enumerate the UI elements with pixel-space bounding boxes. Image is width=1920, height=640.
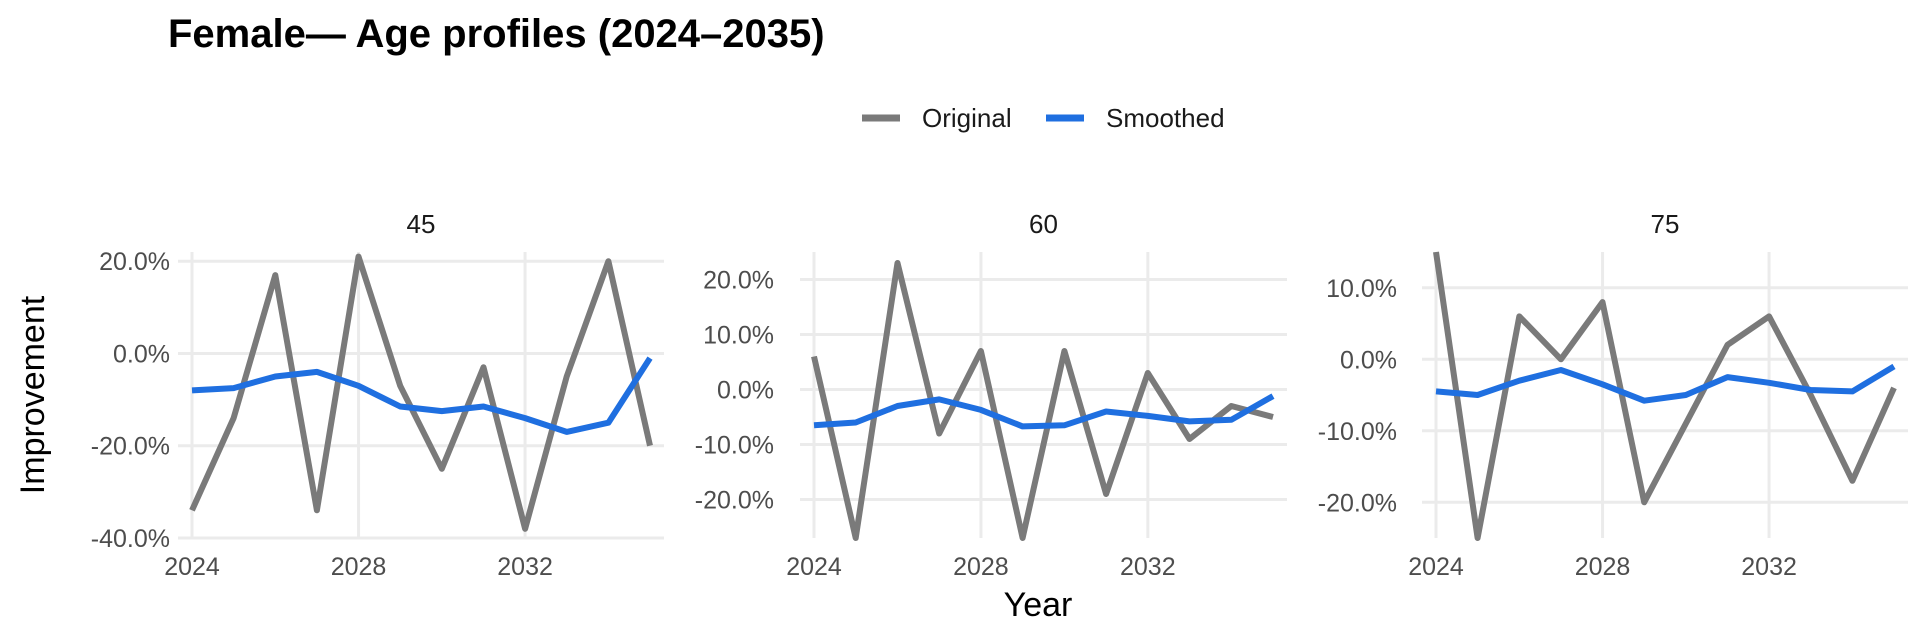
y-tick-label: -40.0%: [91, 525, 170, 553]
x-tick-label: 2024: [164, 553, 220, 581]
x-tick-label: 2032: [1120, 553, 1176, 581]
series-line-original: [811, 260, 1274, 541]
x-tick-label: 2028: [331, 553, 387, 581]
y-tick-label: 20.0%: [703, 267, 774, 295]
chart-title: Female— Age profiles (2024–2035): [168, 12, 825, 56]
series-line-smoothed: [1435, 363, 1896, 404]
y-tick-label: 0.0%: [717, 377, 774, 405]
series-line-original: [1433, 251, 1897, 541]
y-tick-label: -20.0%: [695, 487, 774, 515]
y-tick-label: 0.0%: [1340, 346, 1397, 374]
y-tick-label: -20.0%: [91, 433, 170, 461]
y-tick-label: 0.0%: [113, 340, 170, 368]
y-tick-label: 10.0%: [703, 322, 774, 350]
x-axis-title: Year: [1004, 586, 1073, 624]
legend-label-smoothed: Smoothed: [1106, 103, 1225, 133]
facet-panel-60: 60 -20.0% -10.0% 0.0% 10.0% 20.0% 2024 2028 2032: [695, 209, 1287, 581]
series-line-smoothed: [191, 356, 653, 435]
y-tick-label: -10.0%: [695, 432, 774, 460]
facet-strip-label: 45: [407, 209, 436, 239]
x-tick-label: 2028: [953, 553, 1009, 581]
facet-strip-label: 75: [1651, 209, 1680, 239]
y-axis-title: Improvement: [14, 295, 52, 494]
facet-panel-45: 45 -40.0% -20.0% 0.0% 20.0% 2024 2028 2032: [91, 209, 664, 581]
y-tick-label: -10.0%: [1318, 418, 1397, 446]
x-tick-label: 2024: [786, 553, 842, 581]
legend-label-original: Original: [922, 103, 1012, 133]
x-tick-label: 2032: [1741, 553, 1797, 581]
series-line-original: [189, 253, 653, 532]
legend: Original Smoothed: [862, 103, 1225, 133]
facet-panel-75: 75 -20.0% -10.0% 0.0% 10.0% 2024 2028 2032: [1318, 209, 1908, 581]
x-tick-label: 2032: [497, 553, 553, 581]
series-line-smoothed: [813, 393, 1275, 430]
y-tick-label: 20.0%: [99, 248, 170, 276]
facet-strip-label: 60: [1029, 209, 1058, 239]
x-tick-label: 2028: [1575, 553, 1631, 581]
y-tick-label: -20.0%: [1318, 489, 1397, 517]
y-tick-label: 10.0%: [1326, 275, 1397, 303]
x-tick-label: 2024: [1408, 553, 1464, 581]
facet-panels: 45 -40.0% -20.0% 0.0% 20.0% 2024 2028 2032 60 -20…: [91, 209, 1908, 581]
